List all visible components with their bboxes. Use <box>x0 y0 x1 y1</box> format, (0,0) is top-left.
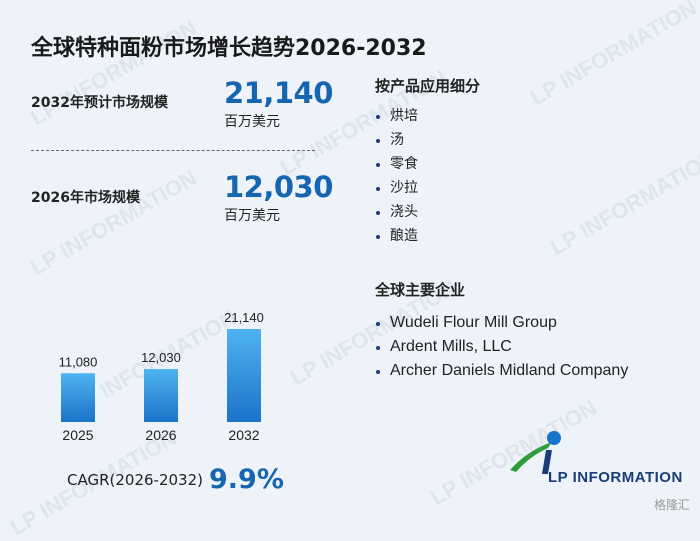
segments-list: 烘培 汤 零食 沙拉 浇头 酿造 <box>375 104 418 248</box>
list-item: Ardent Mills, LLC <box>375 335 628 359</box>
x-tick-label: 2032 <box>228 427 259 443</box>
stat-2026-label: 2026年市场规模 <box>31 190 140 206</box>
bar-chart: 11,080 2025 12,030 2026 21,140 2032 <box>59 310 264 443</box>
list-item: 零食 <box>375 152 418 176</box>
segments-title: 按产品应用细分 <box>375 77 481 95</box>
list-item: 浇头 <box>375 200 418 224</box>
watermark-text: LP INFORMATION <box>546 144 700 261</box>
bar-2032 <box>227 329 261 422</box>
bar-value-label: 21,140 <box>224 310 264 325</box>
watermark-text: LP INFORMATION <box>526 0 700 111</box>
list-item: 沙拉 <box>375 176 418 200</box>
list-item: 汤 <box>375 128 418 152</box>
source-badge: 格隆汇 <box>653 498 690 512</box>
stat-2032-label: 2032年预计市场规模 <box>31 95 168 111</box>
cagr-label: CAGR(2026-2032) <box>67 471 203 489</box>
stat-2026-unit: 百万美元 <box>224 208 280 224</box>
stat-2032-value: 21,140 <box>224 76 333 110</box>
stat-2026-value: 12,030 <box>224 170 333 204</box>
watermark-text: LP INFORMATION <box>26 164 201 281</box>
stat-2032-unit: 百万美元 <box>224 114 280 130</box>
companies-list: Wudeli Flour Mill Group Ardent Mills, LL… <box>375 311 628 383</box>
list-item: 烘培 <box>375 104 418 128</box>
cagr-value: 9.9% <box>209 464 284 495</box>
list-item: 酿造 <box>375 224 418 248</box>
list-item: Archer Daniels Midland Company <box>375 359 628 383</box>
divider <box>31 150 315 151</box>
logo-text: LP INFORMATION <box>548 469 683 486</box>
lp-information-logo <box>510 431 561 474</box>
list-item: Wudeli Flour Mill Group <box>375 311 628 335</box>
bar-2025 <box>61 373 95 422</box>
bar-value-label: 11,080 <box>59 354 98 369</box>
x-tick-label: 2026 <box>145 427 176 443</box>
bar-2026 <box>144 369 178 422</box>
page-title: 全球特种面粉市场增长趋势2026-2032 <box>31 36 427 61</box>
companies-title: 全球主要企业 <box>375 281 466 299</box>
bar-value-label: 12,030 <box>141 350 181 365</box>
x-tick-label: 2025 <box>62 427 93 443</box>
